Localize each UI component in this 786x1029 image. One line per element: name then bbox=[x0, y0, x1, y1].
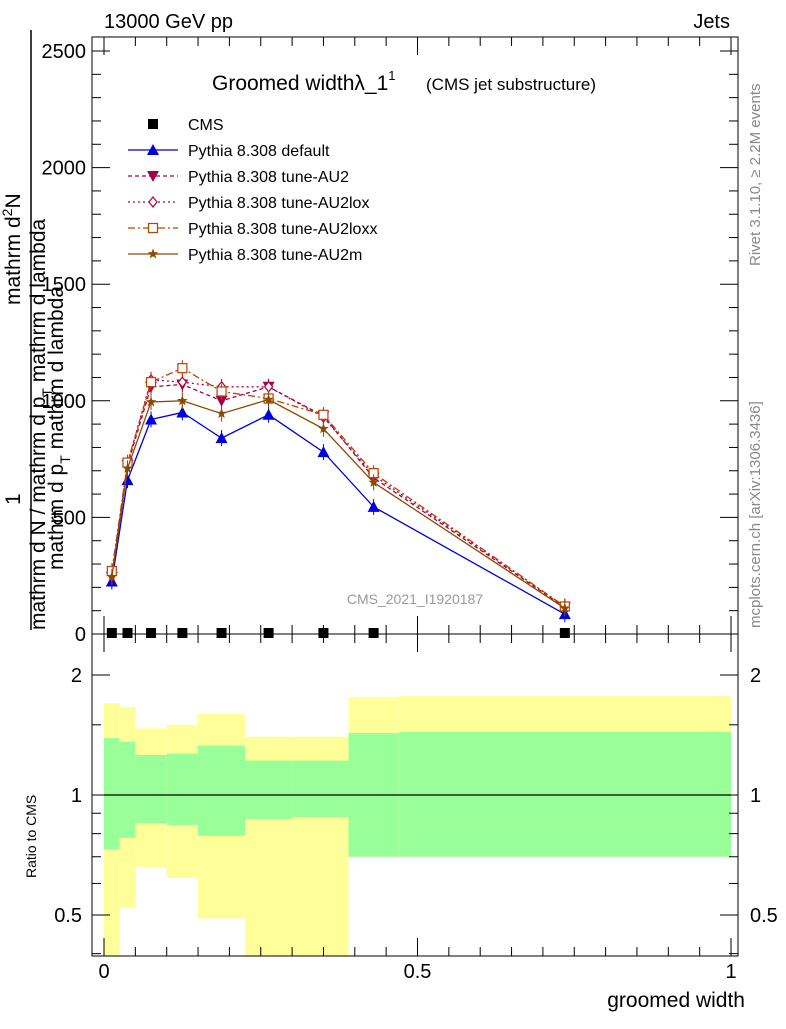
data-point bbox=[559, 602, 571, 613]
band-inner-bin bbox=[119, 741, 136, 839]
data-point bbox=[122, 462, 133, 473]
band-inner-bin bbox=[166, 753, 199, 826]
ratio-ytick-label: 0.5 bbox=[54, 905, 82, 927]
data-point bbox=[122, 628, 133, 638]
chart-subtitle: (CMS jet substructure) bbox=[426, 75, 596, 94]
legend-label: Pythia 8.308 default bbox=[188, 143, 330, 160]
data-point bbox=[216, 386, 227, 397]
side-rivet: Rivet 3.1.10, ≥ 2.2M events bbox=[747, 84, 764, 267]
main-ytick-label: 500 bbox=[53, 507, 86, 529]
ylabel-denom-rest: mathrm d lambda bbox=[45, 286, 68, 456]
data-point bbox=[177, 395, 188, 406]
title-sup: 1 bbox=[388, 68, 395, 83]
ratio-ytick-label-right: 1 bbox=[750, 785, 761, 807]
data-point bbox=[146, 628, 157, 638]
data-point bbox=[177, 628, 188, 638]
data-point bbox=[318, 628, 329, 638]
ratio-ylabel: Ratio to CMS bbox=[23, 795, 39, 878]
title-main: Groomed widthλ_1 bbox=[212, 72, 388, 95]
data-point bbox=[145, 377, 157, 388]
data-point bbox=[145, 396, 157, 407]
data-point bbox=[318, 409, 329, 420]
legend-label: Pythia 8.308 tune-AU2lox bbox=[188, 195, 369, 212]
series-group bbox=[105, 360, 571, 638]
main-ytick-label: 2000 bbox=[42, 158, 87, 180]
data-point bbox=[367, 500, 380, 512]
data-point bbox=[559, 628, 570, 638]
legend-label: Pythia 8.308 tune-AU2m bbox=[188, 247, 362, 264]
series-pythia-8-308-default bbox=[105, 404, 571, 623]
band-inner-bin bbox=[245, 760, 293, 820]
data-point bbox=[216, 408, 227, 419]
ratio-axes: 0.5 0.5 1 1 2 2 0 0.5 1 bbox=[54, 634, 778, 983]
series-pythia-8-308-tune-au2m bbox=[106, 391, 571, 617]
legend-marker bbox=[147, 171, 159, 182]
band-inner-bin bbox=[198, 745, 246, 836]
chart-title: Groomed widthλ_11 bbox=[212, 68, 396, 95]
data-point bbox=[177, 376, 188, 389]
legend-marker bbox=[148, 119, 158, 129]
data-point bbox=[121, 474, 134, 486]
ylabel-denominator: mathrm d pT mathrm d lambda bbox=[45, 286, 73, 570]
data-point bbox=[262, 408, 275, 420]
data-point bbox=[368, 476, 379, 487]
data-point bbox=[215, 395, 228, 407]
main-axes: 0 500 1000 1500 2000 2500 bbox=[42, 37, 738, 646]
data-point bbox=[106, 628, 117, 638]
band-inner-bin bbox=[135, 754, 167, 824]
data-point bbox=[145, 413, 158, 425]
x-axis-label: groomed width bbox=[607, 989, 745, 1012]
data-point bbox=[263, 628, 274, 638]
ratio-ytick-label: 1 bbox=[71, 785, 82, 807]
main-ylabel: mathrm d N / mathrm d pT mathrm d lambda… bbox=[0, 30, 73, 630]
data-point bbox=[177, 363, 188, 374]
ylabel-lower-rest: mathrm d lambda bbox=[27, 218, 50, 388]
side-mcplots: mcplots.cern.ch [arXiv:1306.3436] bbox=[747, 401, 764, 628]
main-ytick-label: 1500 bbox=[42, 274, 87, 296]
x-tick-label: 1 bbox=[725, 961, 736, 983]
data-point bbox=[263, 394, 274, 405]
legend-marker bbox=[148, 196, 158, 208]
main-ytick-label: 1000 bbox=[42, 391, 87, 413]
main-ytick-label: 2500 bbox=[42, 41, 87, 63]
ylabel-lower: mathrm d N / mathrm d pT mathrm d lambda bbox=[27, 218, 55, 630]
series-cms bbox=[106, 628, 570, 638]
band-inner-bin bbox=[292, 760, 349, 818]
data-point bbox=[176, 406, 189, 418]
band-inner-bin bbox=[104, 737, 120, 850]
band-inner-bin bbox=[398, 731, 731, 857]
legend-label: Pythia 8.308 tune-AU2 bbox=[188, 169, 349, 186]
header-right: Jets bbox=[693, 11, 730, 33]
watermark: CMS_2021_I1920187 bbox=[347, 591, 483, 607]
main-ytick-label: 0 bbox=[75, 624, 86, 646]
x-tick-label: 0.5 bbox=[404, 961, 432, 983]
legend-marker bbox=[147, 144, 159, 155]
ratio-ytick-label: 2 bbox=[71, 665, 82, 687]
legend-label: Pythia 8.308 tune-AU2loxx bbox=[188, 221, 377, 238]
ylabel-one: 1 bbox=[2, 493, 25, 505]
data-point bbox=[368, 628, 379, 638]
data-point bbox=[106, 571, 118, 582]
legend-marker bbox=[147, 248, 159, 259]
ratio-ytick-label-right: 2 bbox=[750, 665, 761, 687]
data-point bbox=[318, 423, 329, 434]
ylabel-upper: mathrm d2N bbox=[0, 193, 25, 305]
legend-marker bbox=[147, 222, 159, 234]
ratio-ytick-label-right: 0.5 bbox=[750, 905, 778, 927]
legend: CMS Pythia 8.308 default Pythia 8.308 tune… bbox=[128, 117, 377, 264]
legend-label: CMS bbox=[188, 117, 224, 134]
data-point bbox=[216, 628, 227, 638]
x-tick-label: 0 bbox=[98, 961, 109, 983]
data-point bbox=[215, 432, 228, 444]
header-left: 13000 GeV pp bbox=[104, 11, 233, 33]
data-point bbox=[317, 446, 330, 458]
ratio-bands bbox=[104, 696, 731, 956]
